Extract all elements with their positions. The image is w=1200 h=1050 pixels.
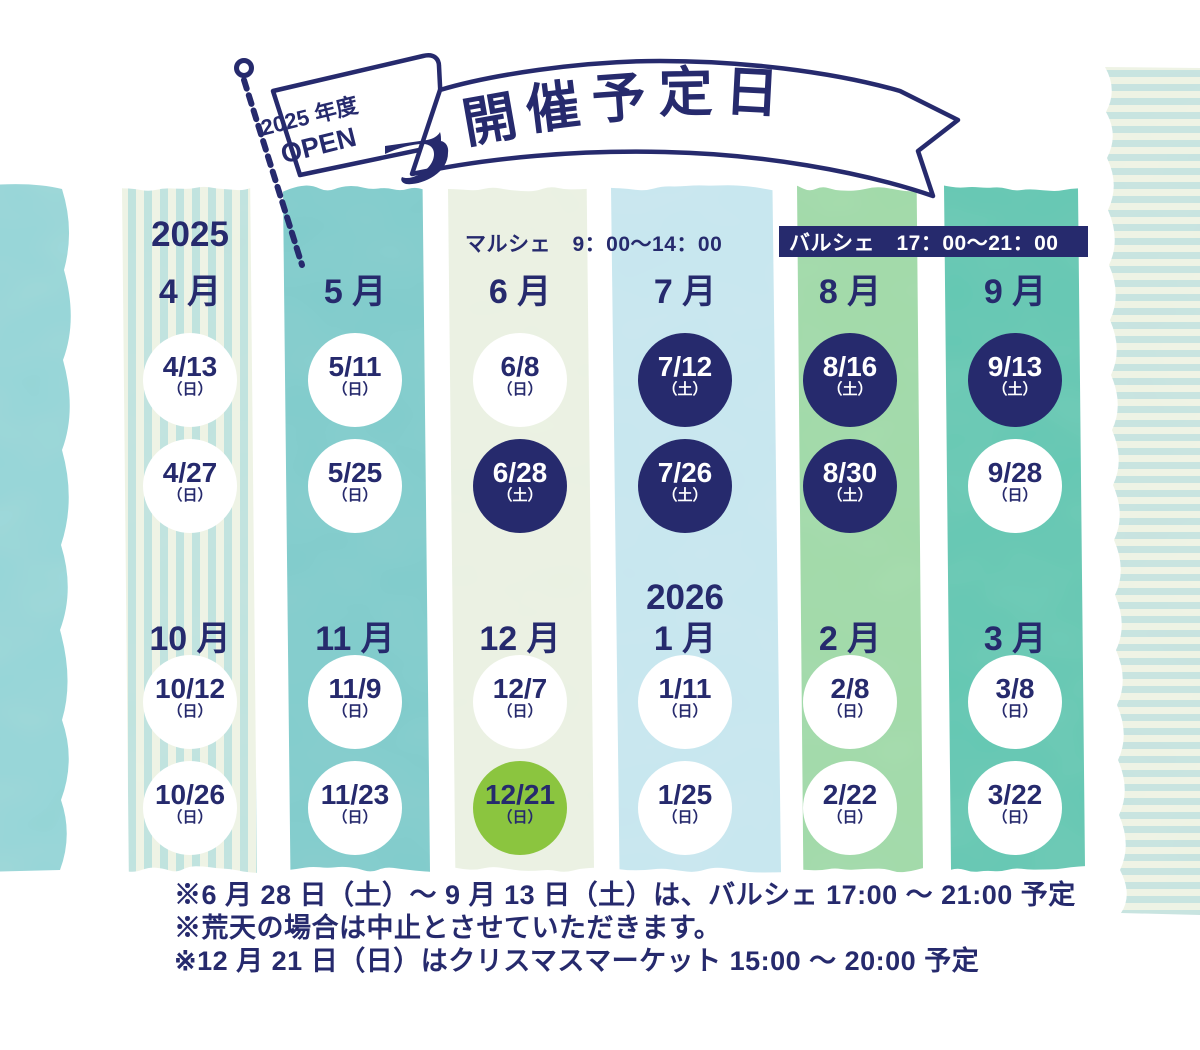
svg-text:催: 催 bbox=[522, 75, 583, 141]
svg-text:開: 開 bbox=[458, 86, 522, 154]
svg-text:予: 予 bbox=[590, 67, 648, 131]
svg-text:定: 定 bbox=[658, 63, 713, 124]
svg-text:日: 日 bbox=[723, 62, 780, 125]
